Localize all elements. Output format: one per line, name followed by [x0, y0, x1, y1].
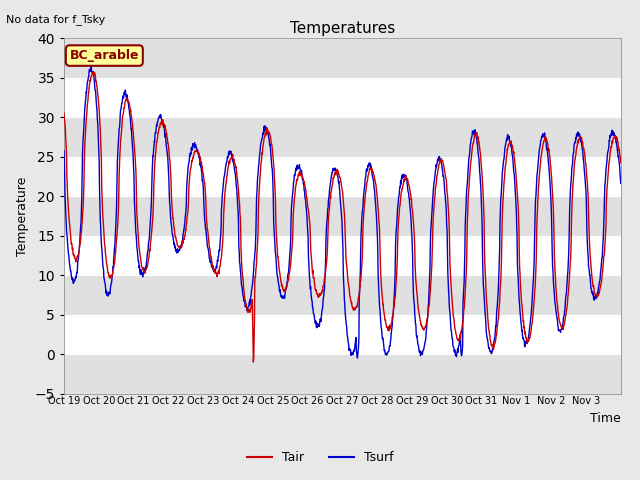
Tsurf: [148, 199, 156, 204]
Tsurf: [88, 62, 95, 68]
Bar: [64, 38, 621, 78]
Tsurf: [60, 148, 68, 154]
Tair: [556, 320, 564, 325]
Tair: [318, 288, 326, 294]
Bar: [64, 196, 621, 236]
Tair: [617, 160, 625, 166]
Bar: [64, 117, 621, 157]
Tair: [90, 69, 97, 74]
Line: Tsurf: Tsurf: [64, 65, 621, 358]
Tair: [611, 134, 618, 140]
Tsurf: [328, 169, 336, 175]
Tsurf: [354, 355, 362, 361]
Text: BC_arable: BC_arable: [70, 49, 139, 62]
Y-axis label: Temperature: Temperature: [16, 176, 29, 256]
Line: Tair: Tair: [64, 72, 621, 362]
Bar: [64, 275, 621, 315]
Tair: [328, 182, 336, 188]
Tsurf: [611, 131, 618, 137]
Legend: Tair, Tsurf: Tair, Tsurf: [242, 446, 398, 469]
Bar: [64, 354, 621, 394]
Tair: [60, 110, 68, 116]
Tsurf: [556, 327, 564, 333]
Tsurf: [474, 151, 482, 156]
Tair: [474, 134, 482, 140]
Title: Temperatures: Temperatures: [290, 21, 395, 36]
Tsurf: [317, 312, 325, 318]
Text: No data for f_Tsky: No data for f_Tsky: [6, 14, 106, 25]
Tair: [148, 232, 156, 238]
Tsurf: [617, 180, 625, 186]
X-axis label: Time: Time: [590, 412, 621, 425]
Tair: [250, 359, 257, 365]
